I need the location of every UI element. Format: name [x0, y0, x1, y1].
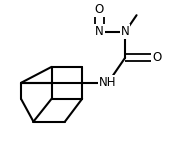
- Text: NH: NH: [99, 76, 117, 89]
- Text: N: N: [121, 25, 129, 38]
- Text: O: O: [152, 51, 161, 64]
- Text: O: O: [95, 3, 104, 16]
- Text: N: N: [95, 25, 104, 38]
